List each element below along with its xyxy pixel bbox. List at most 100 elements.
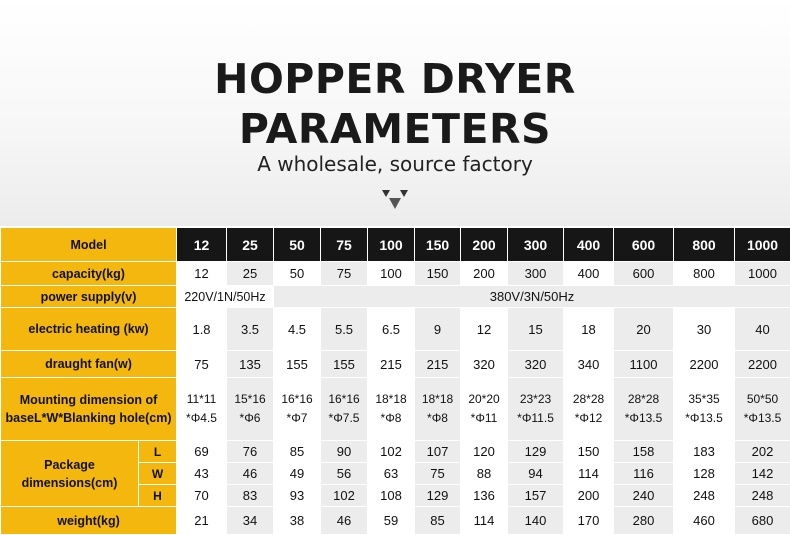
- weight-cell: 38: [274, 507, 321, 535]
- package-W-cell: 56: [321, 463, 368, 485]
- mounting-cell: 20*20*Φ11: [461, 378, 508, 441]
- model-cell: 200: [461, 228, 508, 262]
- electric-heating-cell: 40: [735, 308, 790, 351]
- package-label: Package dimensions(cm): [1, 441, 139, 507]
- weight-cell: 85: [415, 507, 461, 535]
- package-W-cell: 63: [368, 463, 415, 485]
- package-L-cell: 69: [177, 441, 227, 463]
- mounting-hole: *Φ11.5: [508, 409, 563, 428]
- mounting-hole: *Φ8: [415, 409, 460, 428]
- package-W-cell: 116: [614, 463, 674, 485]
- mounting-cell: 18*18*Φ8: [415, 378, 461, 441]
- power-supply-label: power supply(v): [1, 286, 177, 308]
- capacity-cell: 800: [674, 262, 735, 286]
- electric-heating-cell: 12: [461, 308, 508, 351]
- weight-cell: 46: [321, 507, 368, 535]
- weight-cell: 34: [227, 507, 274, 535]
- package-L-cell: 202: [735, 441, 790, 463]
- draught-fan-cell: 215: [415, 351, 461, 378]
- package-H-cell: 200: [564, 485, 614, 507]
- power-supply-three-phase: 380V/3N/50Hz: [274, 286, 790, 308]
- double-chevron-down-icon: [380, 188, 410, 212]
- mounting-dimension: 15*16: [227, 390, 273, 409]
- package-W-cell: 128: [674, 463, 735, 485]
- package-L-cell: 120: [461, 441, 508, 463]
- model-cell: 100: [368, 228, 415, 262]
- page-title-line1: HOPPER DRYER: [0, 56, 790, 102]
- package-H-cell: 248: [735, 485, 790, 507]
- capacity-cell: 100: [368, 262, 415, 286]
- weight-cell: 114: [461, 507, 508, 535]
- mounting-dimension: 11*11: [177, 390, 226, 409]
- draught-fan-cell: 2200: [674, 351, 735, 378]
- draught-fan-cell: 155: [321, 351, 368, 378]
- mounting-dimension: 35*35: [674, 390, 734, 409]
- mounting-cell: 16*16*Φ7: [274, 378, 321, 441]
- model-cell: 25: [227, 228, 274, 262]
- package-W-cell: 142: [735, 463, 790, 485]
- model-cell: 600: [614, 228, 674, 262]
- model-cell: 800: [674, 228, 735, 262]
- capacity-label: capacity(kg): [1, 262, 177, 286]
- model-cell: 12: [177, 228, 227, 262]
- weight-cell: 21: [177, 507, 227, 535]
- mounting-hole: *Φ4.5: [177, 409, 226, 428]
- electric-heating-cell: 30: [674, 308, 735, 351]
- electric-heating-cell: 20: [614, 308, 674, 351]
- draught-fan-cell: 320: [508, 351, 564, 378]
- mounting-label: Mounting dimension of baseL*W*Blanking h…: [1, 378, 177, 441]
- weight-cell: 140: [508, 507, 564, 535]
- package-H-cell: 136: [461, 485, 508, 507]
- package-L-cell: 90: [321, 441, 368, 463]
- model-cell: 150: [415, 228, 461, 262]
- electric-heating-label: electric heating (kw): [1, 308, 177, 351]
- weight-cell: 280: [614, 507, 674, 535]
- mounting-cell: 18*18*Φ8: [368, 378, 415, 441]
- draught-fan-cell: 320: [461, 351, 508, 378]
- draught-fan-cell: 340: [564, 351, 614, 378]
- package-W-cell: 75: [415, 463, 461, 485]
- electric-heating-cell: 18: [564, 308, 614, 351]
- package-W-cell: 49: [274, 463, 321, 485]
- package-W-cell: 94: [508, 463, 564, 485]
- package-H-cell: 70: [177, 485, 227, 507]
- mounting-cell: 28*28*Φ13.5: [614, 378, 674, 441]
- mounting-hole: *Φ8: [368, 409, 414, 428]
- mounting-hole: *Φ12: [564, 409, 613, 428]
- capacity-cell: 150: [415, 262, 461, 286]
- capacity-cell: 200: [461, 262, 508, 286]
- mounting-cell: 50*50*Φ13.5: [735, 378, 790, 441]
- model-cell: 300: [508, 228, 564, 262]
- capacity-cell: 12: [177, 262, 227, 286]
- package-H-cell: 240: [614, 485, 674, 507]
- package-H-cell: 108: [368, 485, 415, 507]
- draught-fan-cell: 135: [227, 351, 274, 378]
- package-H-cell: 83: [227, 485, 274, 507]
- weight-cell: 59: [368, 507, 415, 535]
- model-label: Model: [1, 228, 177, 262]
- capacity-cell: 600: [614, 262, 674, 286]
- capacity-cell: 75: [321, 262, 368, 286]
- electric-heating-cell: 5.5: [321, 308, 368, 351]
- package-H-cell: 93: [274, 485, 321, 507]
- model-cell: 1000: [735, 228, 790, 262]
- mounting-hole: *Φ7: [274, 409, 320, 428]
- electric-heating-cell: 1.8: [177, 308, 227, 351]
- electric-heating-cell: 4.5: [274, 308, 321, 351]
- capacity-cell: 300: [508, 262, 564, 286]
- mounting-dimension: 28*28: [614, 390, 673, 409]
- package-W-cell: 88: [461, 463, 508, 485]
- mounting-cell: 28*28*Φ12: [564, 378, 614, 441]
- mounting-dimension: 50*50: [735, 390, 790, 409]
- package-W-cell: 43: [177, 463, 227, 485]
- electric-heating-cell: 9: [415, 308, 461, 351]
- package-L-cell: 102: [368, 441, 415, 463]
- mounting-hole: *Φ13.5: [735, 409, 790, 428]
- mounting-dimension: 28*28: [564, 390, 613, 409]
- model-cell: 400: [564, 228, 614, 262]
- weight-cell: 460: [674, 507, 735, 535]
- package-L-cell: 129: [508, 441, 564, 463]
